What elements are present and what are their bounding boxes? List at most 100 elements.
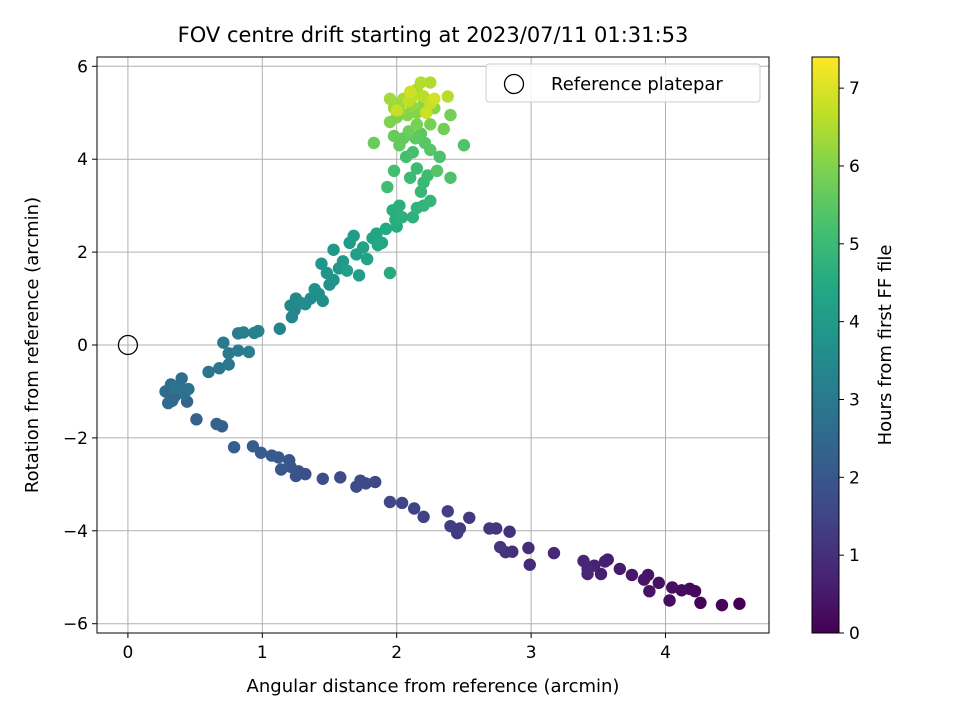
scatter-point (390, 104, 403, 117)
scatter-point (402, 94, 416, 108)
scatter-point (282, 454, 296, 467)
scatter-point (190, 413, 203, 426)
scatter-point (424, 76, 437, 89)
scatter-point (522, 541, 535, 555)
scatter-point (444, 108, 457, 122)
scatter-point (213, 362, 226, 375)
scatter-point (202, 365, 215, 379)
scatter-point (613, 562, 627, 576)
scatter-point (441, 505, 454, 518)
y-tick-label: 6 (77, 57, 88, 77)
scatter-point (371, 238, 385, 252)
scatter-point (367, 136, 381, 150)
scatter-point (356, 241, 370, 254)
scatter-point (463, 511, 476, 524)
scatter-point (315, 257, 328, 270)
scatter-point (370, 227, 383, 240)
scatter-point (395, 211, 409, 224)
chart-title: FOV centre drift starting at 2023/07/11 … (178, 23, 689, 47)
colorbar-ticks: 0 1 2 3 4 5 6 7 (839, 79, 860, 644)
scatter-point (327, 243, 340, 256)
scatter-point (350, 480, 363, 493)
scatter-point (547, 546, 561, 560)
scatter-point (428, 92, 441, 106)
scatter-point (402, 125, 416, 138)
scatter-point (369, 475, 382, 489)
scatter-point (430, 164, 444, 178)
scatter-point (383, 266, 397, 280)
scatter-point (334, 471, 347, 484)
scatter-point (222, 358, 235, 371)
scatter-point (274, 463, 288, 476)
scatter-point (242, 345, 256, 359)
scatter-point (503, 525, 516, 538)
scatter-point (675, 584, 688, 597)
scatter-point (168, 381, 182, 394)
scatter-point (418, 136, 432, 150)
scatter-point (246, 440, 260, 453)
scatter-point (715, 598, 729, 612)
scatter-point (217, 336, 230, 349)
colorbar-tick-label: 7 (849, 79, 860, 99)
colorbar-tick-label: 2 (849, 468, 860, 488)
scatter-point (666, 581, 679, 594)
scatter-point (733, 597, 746, 610)
scatter-point (441, 90, 454, 103)
scatter-point (210, 417, 223, 431)
colorbar-tick-label: 1 (849, 546, 860, 566)
scatter-point (352, 269, 366, 282)
scatter-point (395, 496, 409, 510)
scatter-point (316, 472, 329, 485)
reference-platepar-marker (117, 334, 139, 356)
scatter-point (424, 118, 437, 131)
scatter-points (159, 76, 746, 612)
scatter-point (483, 522, 496, 535)
scatter-point (252, 324, 265, 338)
scatter-point (379, 222, 393, 236)
colorbar-tick-label: 3 (849, 390, 860, 410)
y-tick-label: 4 (77, 150, 88, 170)
colorbar-tick-label: 6 (849, 157, 860, 177)
scatter-point (410, 162, 424, 175)
scatter-point (237, 326, 250, 339)
grid-lines (97, 57, 769, 633)
legend-box (485, 63, 761, 103)
colorbar-gradient (811, 56, 840, 634)
x-tick-label: 1 (257, 643, 268, 663)
scatter-point (457, 139, 471, 152)
colorbar-tick-label: 4 (849, 313, 860, 333)
scatter-point (433, 150, 446, 164)
scatter-point (162, 396, 175, 410)
scatter-point (393, 199, 406, 212)
colorbar: 0 1 2 3 4 5 6 7 Hours from first FF file (811, 56, 896, 644)
x-axis-ticks: 0 1 2 3 4 (122, 633, 671, 663)
scatter-point (407, 502, 421, 515)
scatter-point (581, 562, 594, 576)
scatter-point (594, 567, 608, 581)
scatter-point (320, 266, 334, 280)
scatter-point (308, 283, 321, 296)
y-tick-label: −4 (63, 522, 88, 542)
scatter-point (222, 347, 235, 360)
scatter-point (523, 558, 536, 571)
scatter-point (414, 185, 428, 198)
scatter-point (227, 440, 241, 454)
y-tick-label: −6 (63, 615, 88, 635)
scatter-point (340, 264, 354, 277)
x-tick-label: 3 (526, 643, 537, 663)
scatter-point (347, 229, 360, 243)
scatter-point (444, 171, 457, 184)
scatter-point (182, 382, 195, 396)
scatter-point (289, 469, 303, 483)
scatter-point (316, 294, 329, 308)
scatter-point (403, 171, 417, 184)
scatter-point (625, 568, 639, 582)
scatter-point (387, 129, 401, 143)
legend-open-circle-marker (503, 73, 525, 95)
scatter-point (406, 211, 420, 224)
scatter-point (381, 180, 394, 194)
scatter-point (437, 122, 450, 136)
scatter-point (383, 495, 397, 509)
x-tick-label: 2 (391, 643, 402, 663)
